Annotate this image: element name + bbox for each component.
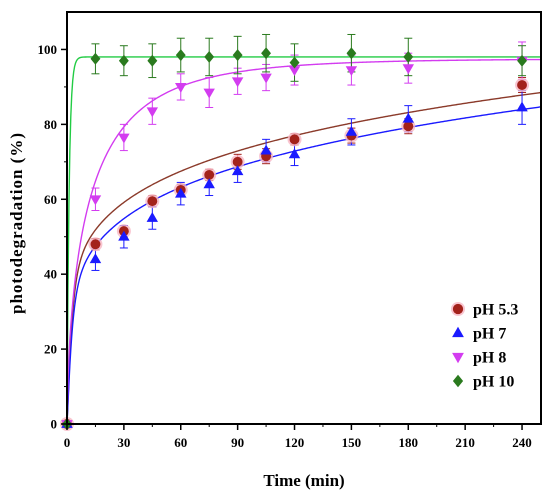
plot-frame xyxy=(66,11,542,425)
data-point-0 xyxy=(232,156,243,167)
data-point-2 xyxy=(89,195,102,206)
y-axis-title: photodegradation (%) xyxy=(7,132,26,314)
legend-marker xyxy=(452,303,464,315)
legend-marker xyxy=(452,352,464,364)
data-point-2 xyxy=(231,77,244,88)
data-point-2 xyxy=(146,107,158,118)
fit-curve-3 xyxy=(66,56,541,425)
data-point-3 xyxy=(118,54,129,67)
data-point-0 xyxy=(403,121,414,132)
data-point-1 xyxy=(516,101,528,112)
legend-marker xyxy=(452,374,464,388)
data-point-1 xyxy=(146,212,158,222)
fit-curve-0 xyxy=(66,91,542,425)
legend-item: pH 10 xyxy=(452,374,514,391)
x-axis-title: Time (min) xyxy=(263,471,344,490)
legend-label: pH 10 xyxy=(473,374,514,391)
legend-label: pH 5.3 xyxy=(473,302,518,319)
legend-item: pH 8 xyxy=(452,350,506,367)
y-tick-label: 0 xyxy=(51,417,58,432)
x-tick-label: 120 xyxy=(285,435,305,450)
data-point-1 xyxy=(260,144,272,155)
data-point-1 xyxy=(231,165,244,176)
x-tick-label: 240 xyxy=(512,435,532,450)
data-point-3 xyxy=(232,49,243,62)
legend-item: pH 7 xyxy=(452,326,506,343)
y-tick-label: 20 xyxy=(44,342,57,357)
y-tick-label: 80 xyxy=(44,117,57,132)
data-point-1 xyxy=(288,148,301,159)
x-tick-label: 30 xyxy=(117,435,130,450)
legend-marker xyxy=(452,326,464,338)
error-bars xyxy=(91,33,527,271)
x-tick-label: 90 xyxy=(231,435,244,450)
x-tick-label: 210 xyxy=(455,435,475,450)
x-tick-label: 60 xyxy=(174,435,187,450)
data-points xyxy=(60,47,530,431)
data-point-3 xyxy=(261,47,271,60)
data-point-3 xyxy=(346,47,357,60)
x-axis: 0 30 60 90 120 150 180 210 240 xyxy=(64,424,532,450)
data-point-3 xyxy=(175,49,186,62)
data-point-3 xyxy=(90,52,101,65)
y-tick-label: 100 xyxy=(38,42,58,57)
y-axis: 0 20 40 60 80 100 xyxy=(38,42,67,432)
x-tick-label: 0 xyxy=(64,435,71,450)
legend: pH 5.3 pH 7 pH 8 pH 10 xyxy=(451,302,518,391)
legend-label: pH 7 xyxy=(473,326,506,343)
data-point-1 xyxy=(118,230,130,241)
data-point-0 xyxy=(517,80,527,90)
y-tick-label: 40 xyxy=(44,267,57,282)
data-point-2 xyxy=(402,64,414,75)
x-tick-label: 180 xyxy=(399,435,419,450)
fit-curves xyxy=(66,56,542,425)
data-point-3 xyxy=(147,54,158,67)
data-point-2 xyxy=(345,66,358,76)
data-point-0 xyxy=(90,239,101,250)
data-point-0 xyxy=(204,169,215,180)
data-point-2 xyxy=(260,73,272,84)
data-point-1 xyxy=(203,178,215,189)
legend-item: pH 5.3 xyxy=(451,302,518,319)
data-point-3 xyxy=(289,56,300,69)
fit-curve-2 xyxy=(66,58,542,425)
data-point-1 xyxy=(345,125,358,136)
y-tick-label: 60 xyxy=(44,192,57,207)
data-point-2 xyxy=(175,83,187,93)
x-tick-label: 150 xyxy=(342,435,362,450)
data-point-2 xyxy=(203,88,215,99)
data-point-1 xyxy=(89,253,102,264)
data-point-2 xyxy=(288,66,301,76)
data-point-3 xyxy=(403,51,414,63)
data-point-0 xyxy=(147,196,158,207)
data-point-3 xyxy=(517,54,527,67)
fit-curve-1 xyxy=(66,106,542,425)
legend-label: pH 8 xyxy=(473,350,506,367)
data-point-1 xyxy=(402,112,414,123)
data-point-2 xyxy=(118,133,130,144)
data-point-0 xyxy=(289,134,300,145)
data-point-3 xyxy=(204,51,215,63)
data-point-1 xyxy=(175,187,187,198)
